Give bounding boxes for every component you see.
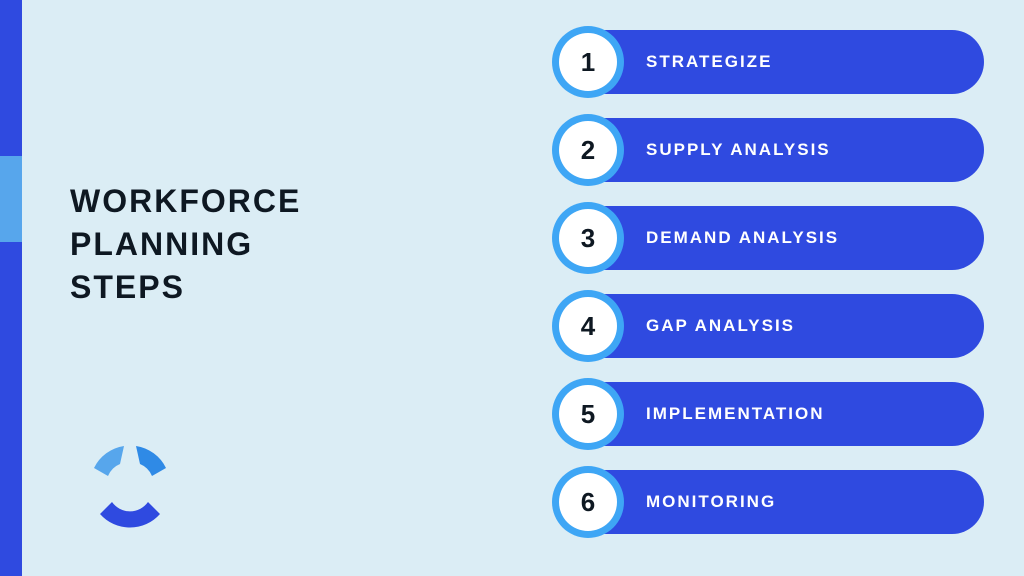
step-item: 3 DEMAND ANALYSIS bbox=[554, 206, 984, 270]
step-label: GAP ANALYSIS bbox=[646, 316, 795, 336]
step-item: 4 GAP ANALYSIS bbox=[554, 294, 984, 358]
side-strip-seg-3 bbox=[0, 242, 22, 576]
side-strip-seg-1 bbox=[0, 0, 22, 156]
step-number: 4 bbox=[559, 297, 617, 355]
logo-icon bbox=[70, 426, 190, 546]
logo-part-3 bbox=[100, 502, 160, 528]
steps-list: 1 STRATEGIZE 2 SUPPLY ANALYSIS 3 DEMAND … bbox=[554, 30, 984, 534]
step-number-ring: 5 bbox=[552, 378, 624, 450]
step-number: 1 bbox=[559, 33, 617, 91]
step-number-ring: 4 bbox=[552, 290, 624, 362]
side-strip bbox=[0, 0, 22, 576]
page-title: WORKFORCEPLANNINGSTEPS bbox=[70, 180, 430, 310]
step-number: 5 bbox=[559, 385, 617, 443]
step-number-ring: 2 bbox=[552, 114, 624, 186]
step-number-ring: 1 bbox=[552, 26, 624, 98]
side-strip-seg-2 bbox=[0, 156, 22, 242]
step-label: IMPLEMENTATION bbox=[646, 404, 824, 424]
infographic-canvas: WORKFORCEPLANNINGSTEPS 1 STRATEGIZE 2 SU… bbox=[0, 0, 1024, 576]
step-label: DEMAND ANALYSIS bbox=[646, 228, 839, 248]
step-number: 3 bbox=[559, 209, 617, 267]
logo-part-2 bbox=[136, 446, 166, 476]
step-item: 5 IMPLEMENTATION bbox=[554, 382, 984, 446]
step-number-ring: 3 bbox=[552, 202, 624, 274]
logo-part-1 bbox=[94, 446, 124, 476]
step-number: 2 bbox=[559, 121, 617, 179]
step-item: 2 SUPPLY ANALYSIS bbox=[554, 118, 984, 182]
step-label: STRATEGIZE bbox=[646, 52, 772, 72]
step-label: SUPPLY ANALYSIS bbox=[646, 140, 831, 160]
step-item: 1 STRATEGIZE bbox=[554, 30, 984, 94]
title-block: WORKFORCEPLANNINGSTEPS bbox=[70, 180, 430, 310]
step-item: 6 MONITORING bbox=[554, 470, 984, 534]
step-number: 6 bbox=[559, 473, 617, 531]
step-label: MONITORING bbox=[646, 492, 776, 512]
step-number-ring: 6 bbox=[552, 466, 624, 538]
